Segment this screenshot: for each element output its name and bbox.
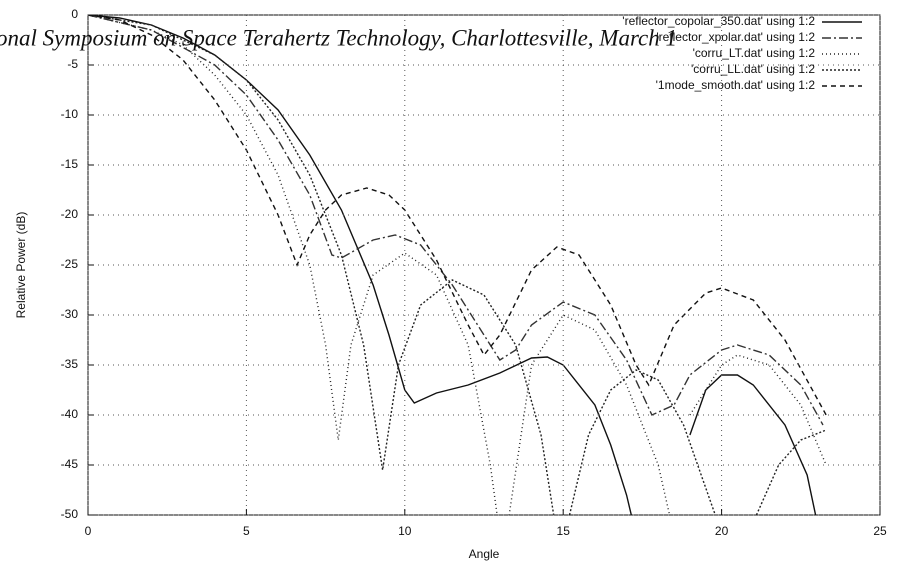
y-tick-label: -30 [61,307,79,321]
legend-label: 'reflector_xpolar.dat' using 1:2 [656,30,815,44]
legend-label: 'corru_LT.dat' using 1:2 [693,46,816,60]
x-tick-label: 10 [398,524,412,538]
legend-label: 'reflector_copolar_350.dat' using 1:2 [622,14,815,28]
series-line [88,15,824,426]
y-tick-label: -25 [61,257,79,271]
header-text: onal Symposium on Space Terahertz Techno… [0,25,677,50]
plot-area [88,15,827,515]
x-tick-label: 20 [715,524,729,538]
x-tick-label: 0 [85,524,92,538]
y-tick-label: -35 [61,357,79,371]
series-line [88,15,817,515]
y-tick-label: -5 [67,57,78,71]
y-tick-label: -40 [61,407,79,421]
y-tick-label: -10 [61,107,79,121]
y-tick-label: 0 [71,7,78,21]
legend-label: 'corru_LL.dat' using 1:2 [691,62,815,76]
series-line [88,15,827,416]
x-tick-label: 25 [873,524,887,538]
x-axis-label: Angle [469,547,500,561]
y-tick-label: -50 [61,507,79,521]
series-line [88,15,827,515]
y-tick-label: -15 [61,157,79,171]
series-line [88,15,827,515]
y-tick-label: -20 [61,207,79,221]
x-tick-label: 5 [243,524,250,538]
y-axis-label: Relative Power (dB) [14,212,28,319]
x-tick-label: 15 [557,524,571,538]
y-tick-label: -45 [61,457,79,471]
legend-label: '1mode_smooth.dat' using 1:2 [656,78,816,92]
